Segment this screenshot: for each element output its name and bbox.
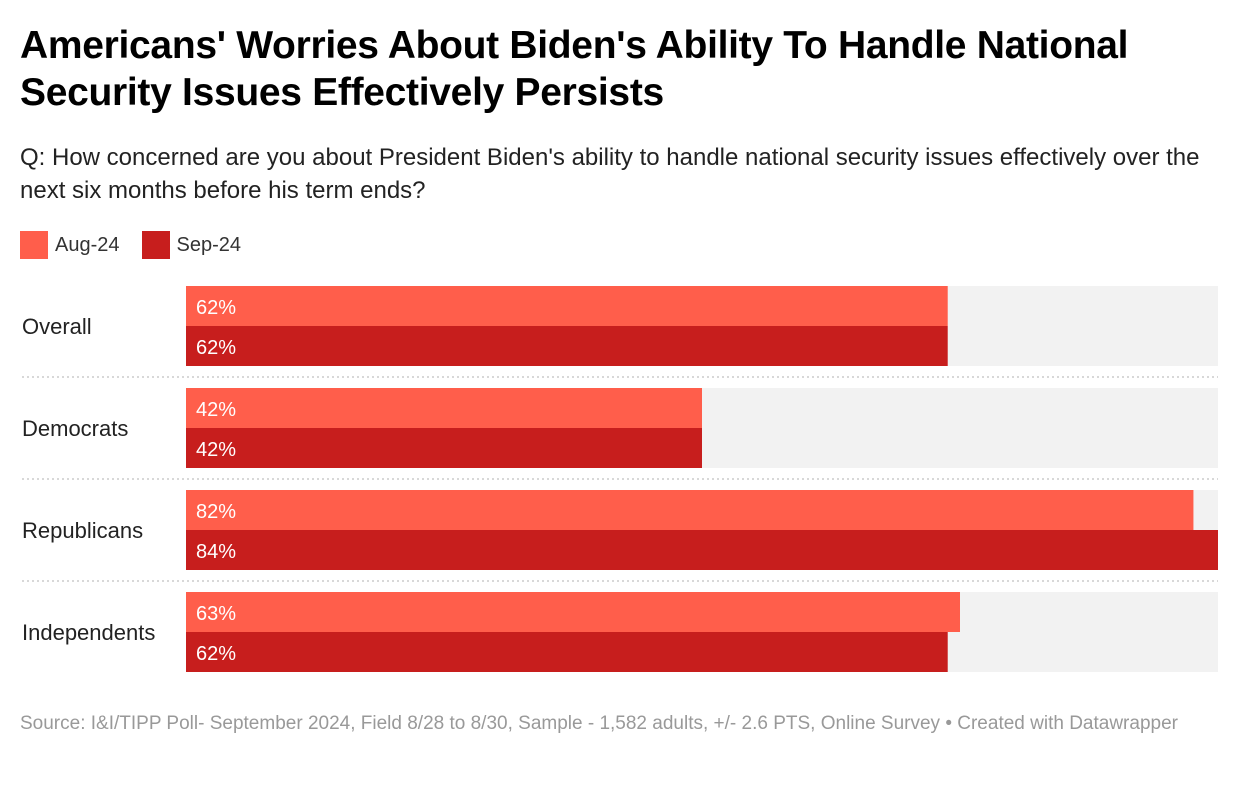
chart-title: Americans' Worries About Biden's Ability… (20, 24, 1129, 114)
chart-subtitle: Q: How concerned are you about President… (20, 144, 1200, 204)
legend-label-aug: Aug-24 (55, 233, 120, 256)
category-label-democrats: Democrats (22, 416, 128, 441)
category-label-overall: Overall (22, 314, 92, 339)
bar-republicans-aug-24 (186, 490, 1194, 530)
category-label-republicans: Republicans (22, 518, 143, 543)
data-label-republicans-aug-24: 82% (196, 501, 236, 523)
legend-label-sep: Sep-24 (176, 233, 242, 256)
bar-independents-sep-24 (186, 632, 948, 672)
bar-democrats-aug-24 (186, 388, 702, 428)
data-label-overall-sep-24: 62% (196, 337, 236, 359)
bar-republicans-sep-24 (186, 530, 1218, 570)
legend-item-sep: Sep-24 (141, 231, 242, 259)
data-label-independents-sep-24: 62% (196, 643, 236, 665)
data-label-democrats-sep-24: 42% (196, 439, 236, 461)
bar-overall-sep-24 (186, 326, 948, 366)
data-label-republicans-sep-24: 84% (196, 541, 236, 563)
legend: Aug-24 Sep-24 (20, 231, 241, 259)
data-label-independents-aug-24: 63% (196, 603, 236, 625)
data-label-overall-aug-24: 62% (196, 297, 236, 319)
category-label-independents: Independents (22, 620, 155, 645)
legend-swatch-sep (141, 231, 170, 259)
bar-independents-aug-24 (186, 592, 960, 632)
bar-overall-aug-24 (186, 286, 948, 326)
source-footer: Source: I&I/TIPP Poll- September 2024, F… (20, 713, 1178, 734)
data-label-democrats-aug-24: 42% (196, 399, 236, 421)
legend-item-aug: Aug-24 (20, 231, 120, 259)
legend-swatch-aug (20, 231, 48, 259)
bar-democrats-sep-24 (186, 428, 702, 468)
